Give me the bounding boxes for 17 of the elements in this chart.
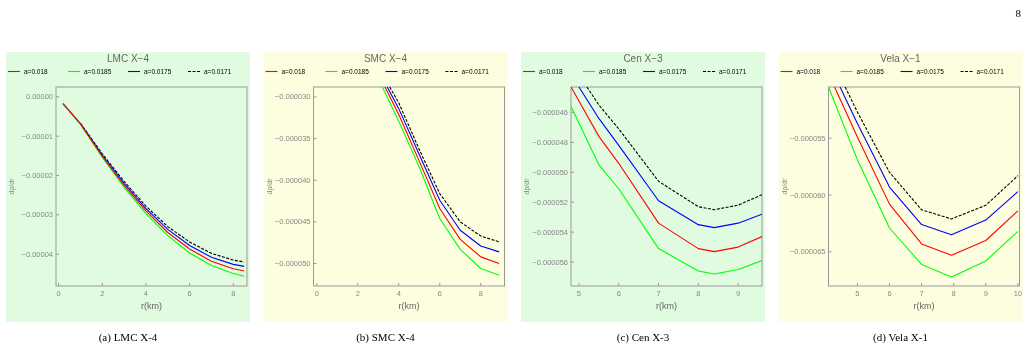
text: (a) LMC X-4: [98, 331, 158, 344]
chart-title: Vela X−1: [880, 53, 922, 64]
x-axis-title: r(km): [913, 301, 935, 311]
chart-title: LMC X−4: [107, 53, 150, 64]
chart-title: SMC X−4: [363, 53, 408, 64]
line-series: [586, 87, 762, 211]
text: (c) Cen X-3: [616, 331, 670, 344]
chart-title: Cen X−3: [623, 53, 664, 64]
line-series: [571, 87, 762, 253]
text: (d) Vela X-1: [873, 331, 928, 344]
line-series: [571, 105, 762, 275]
x-axis-title: r(km): [656, 301, 677, 311]
text: 8: [1015, 7, 1022, 19]
text: (b) SMC X-4: [356, 331, 416, 344]
line-series: [578, 87, 762, 229]
x-axis-title: r(km): [398, 301, 420, 311]
x-axis-title: r(km): [141, 301, 162, 311]
